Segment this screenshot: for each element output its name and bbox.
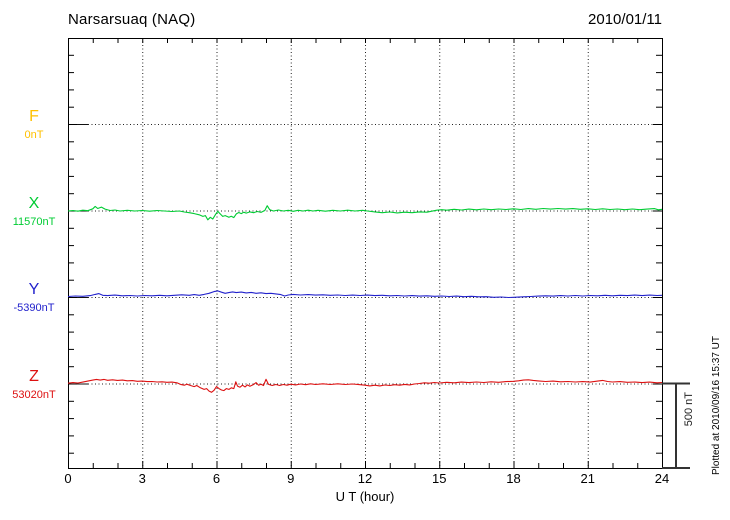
channel-label-f: F 0nT (5, 108, 63, 142)
x-tick-label-24: 24 (654, 471, 670, 486)
channel-baseline-f: 0nT (24, 129, 44, 141)
channel-label-x: X 11570nT (5, 195, 63, 229)
station-title: Narsarsuaq (NAQ) (68, 11, 196, 28)
x-tick-label-6: 6 (212, 471, 221, 486)
channel-baseline-x: 11570nT (12, 216, 56, 228)
x-tick-label-18: 18 (506, 471, 521, 486)
channel-letter-y: Y (28, 281, 40, 298)
x-tick-label-9: 9 (287, 471, 295, 486)
channel-label-y: Y -5390nT (5, 281, 63, 315)
x-axis-label: U T (hour) (335, 489, 395, 504)
channel-letter-z: Z (29, 368, 39, 385)
x-tick-label-15: 15 (432, 471, 447, 486)
x-tick-label-21: 21 (580, 471, 595, 486)
plot-date: 2010/01/11 (588, 11, 662, 28)
channel-letter-f: F (29, 108, 39, 125)
trace-x (67, 205, 663, 221)
channel-letter-x: X (28, 195, 40, 212)
scale-bar-label: 500 nT (683, 392, 695, 427)
x-tick-label-12: 12 (357, 471, 373, 486)
channel-baseline-y: -5390nT (13, 302, 55, 314)
trace-z (67, 378, 663, 393)
x-tick-label-3: 3 (138, 471, 146, 486)
trace-y (67, 290, 663, 299)
channel-baseline-z: 53020nT (12, 389, 56, 401)
channel-label-z: Z 53020nT (5, 368, 63, 402)
plotted-at-note: Plotted at 2010/09/16 15:37 UT (711, 336, 722, 475)
x-tick-label-0: 0 (64, 471, 72, 486)
plot-border (68, 38, 663, 469)
